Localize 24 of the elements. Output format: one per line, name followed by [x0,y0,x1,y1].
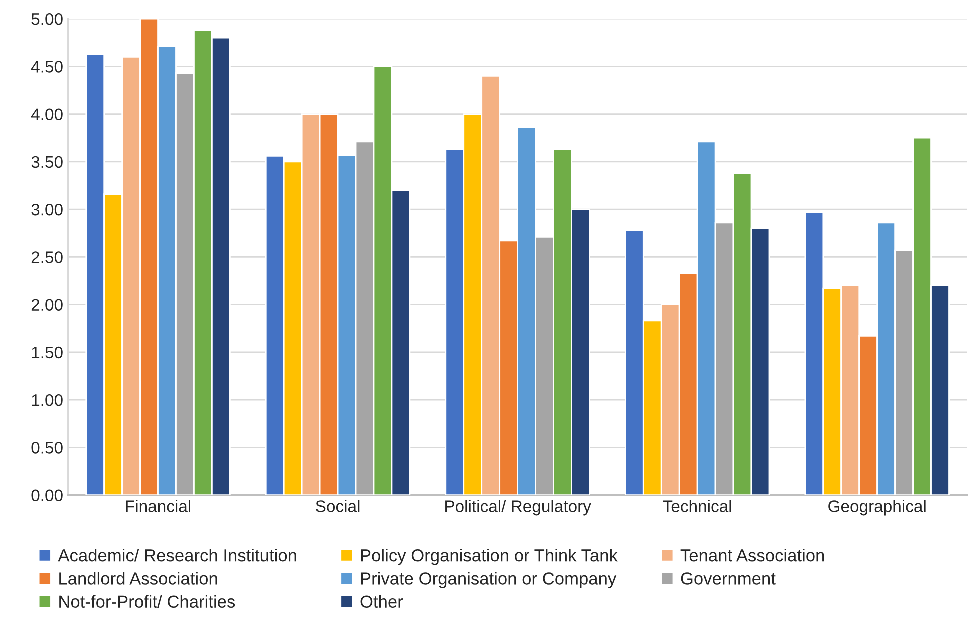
y-tick-label: 5.00 [32,13,63,26]
legend-label: Private Organisation or Company [361,572,617,588]
y-tick-label: 1.00 [32,394,63,406]
y-tick-label: 4.50 [31,61,63,73]
y-tick-label: 0.00 [32,490,63,502]
y-tick-label: 2.00 [32,299,63,312]
y-tick-label: 3.50 [32,156,63,168]
legend-label: Landlord Association [60,572,218,585]
legend-label: Other [360,595,404,608]
y-tick-label: 0.50 [32,442,63,454]
legend-label: Policy Organisation or Think Tank [361,549,618,566]
legend-label: Government [681,572,776,585]
y-tick-label: 1.50 [32,346,63,359]
legend-label: Not-for-Profit/ Charities [60,595,236,608]
x-tick-label: Geographical [828,500,926,516]
y-tick-label: 4.00 [31,108,63,121]
legend-label: Tenant Association [680,549,824,562]
y-tick-label: 2.50 [32,252,63,264]
x-tick-label: Financial [126,500,191,512]
x-tick-label: Political/ Regulatory [446,500,592,516]
legend-label: Academic/ Research Institution [58,549,296,562]
y-tick-label: 3.00 [32,204,63,216]
x-tick-label: Social [316,500,360,512]
x-tick-label: Technical [663,500,732,512]
